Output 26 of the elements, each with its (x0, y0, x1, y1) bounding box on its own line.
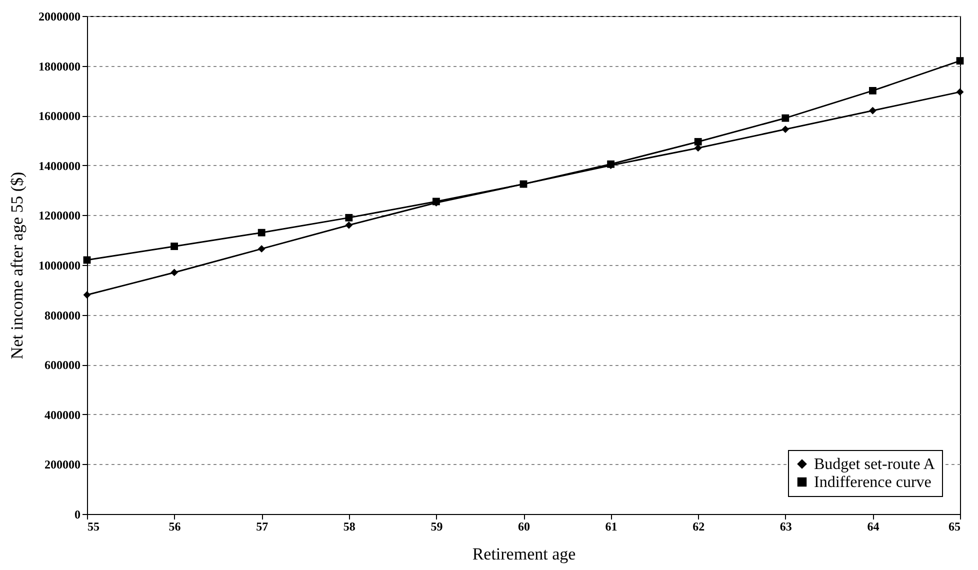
x-tick-label: 55 (88, 520, 100, 534)
legend-label: Indifference curve (814, 474, 932, 491)
x-tick-label: 58 (343, 520, 356, 534)
x-axis-title: Retirement age (472, 544, 576, 564)
y-tick-label: 0 (74, 508, 80, 522)
y-tick-label: 1400000 (38, 158, 80, 173)
x-tick-label: 64 (867, 520, 880, 534)
y-tick-label: 1800000 (38, 59, 80, 74)
y-tick-label: 600000 (44, 358, 80, 372)
x-tick-label: 56 (168, 520, 181, 534)
x-tick-label: 65 (948, 520, 960, 534)
y-axis-title: Net income after age 55 ($) (8, 172, 26, 360)
y-tick-label: 1000000 (38, 258, 80, 272)
x-tick-label: 57 (256, 520, 268, 534)
x-tick-label: 60 (518, 520, 530, 534)
y-tick-label: 400000 (44, 408, 80, 422)
y-tick-label: 2000000 (38, 10, 80, 24)
x-tick-label: 61 (605, 520, 618, 534)
x-tick-label: 59 (430, 520, 443, 534)
y-tick-label: 200000 (44, 458, 80, 472)
x-tick-label: 63 (780, 520, 792, 534)
y-tick-label: 1600000 (38, 109, 80, 124)
x-tick-label: 62 (692, 520, 705, 534)
y-tick-label: 800000 (44, 308, 80, 322)
y-tick-label: 1200000 (38, 208, 80, 223)
legend-label: Budget set-route A (814, 456, 936, 473)
